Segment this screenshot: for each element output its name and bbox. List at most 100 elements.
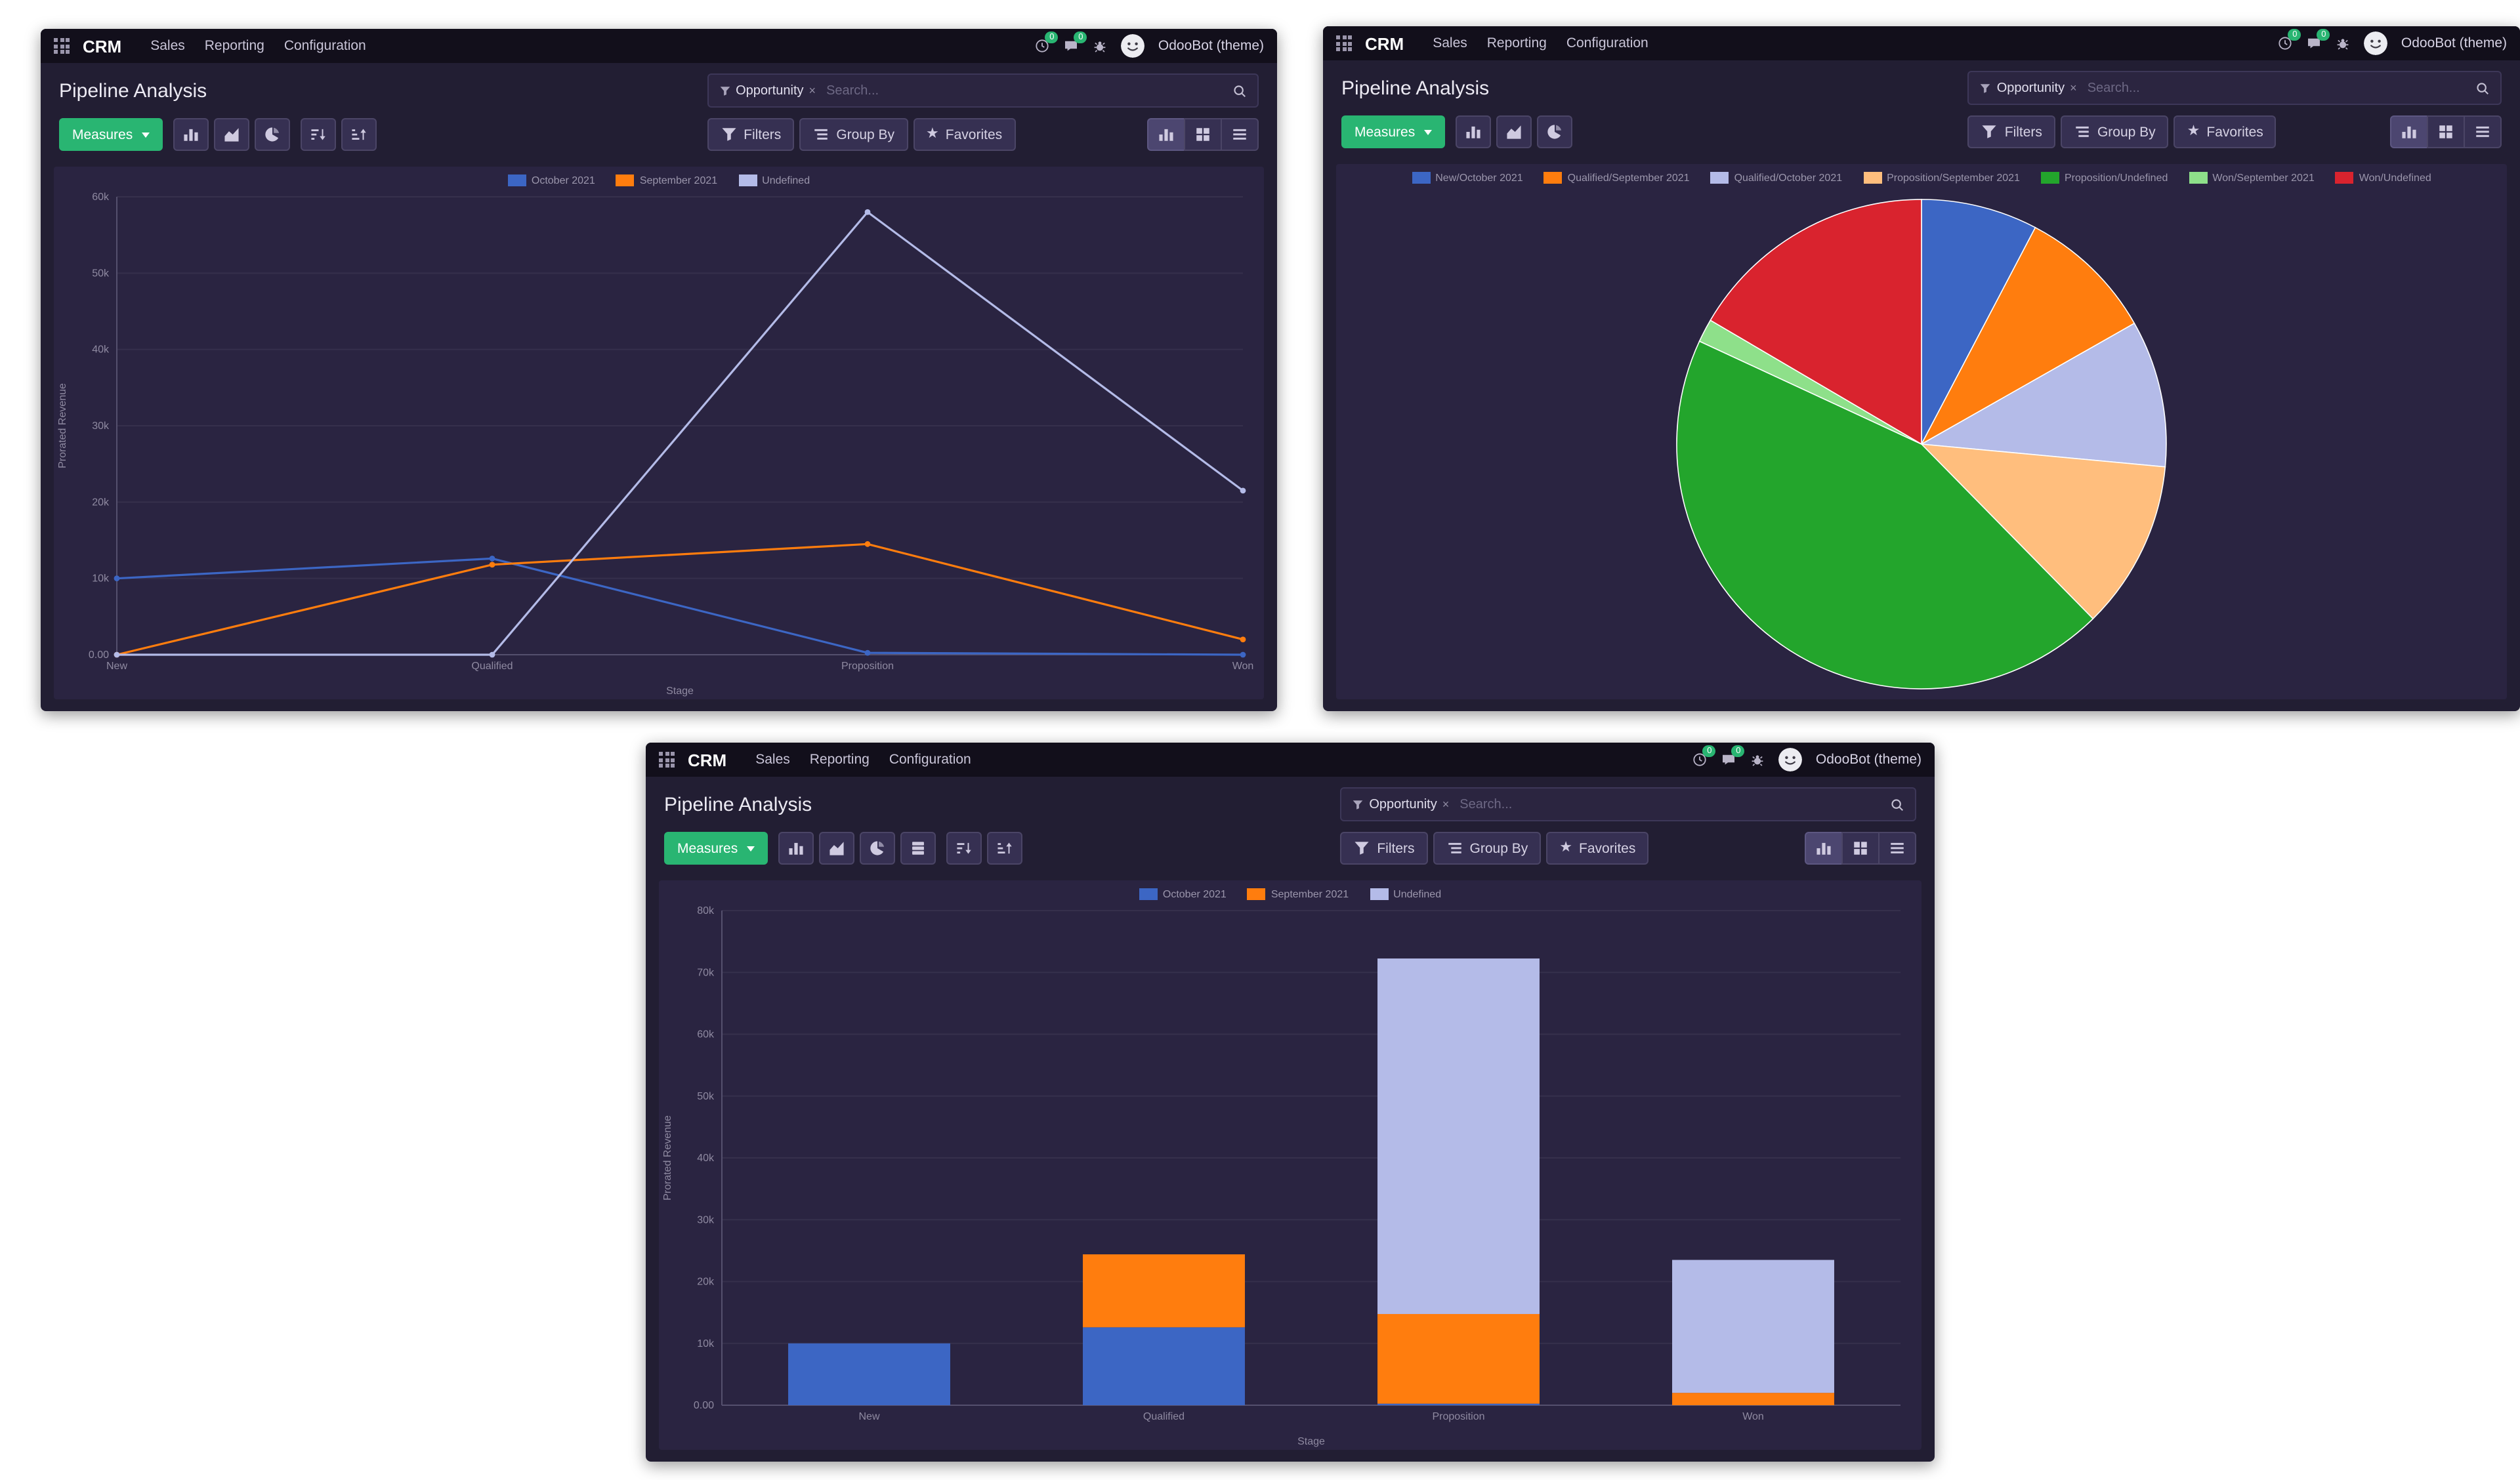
legend-item[interactable]: September 2021 (1247, 888, 1349, 900)
menu-sales[interactable]: Sales (150, 38, 185, 54)
menu-configuration[interactable]: Configuration (1566, 35, 1648, 51)
search-icon[interactable] (2475, 81, 2490, 95)
user-avatar[interactable] (1121, 34, 1145, 58)
user-name[interactable]: OdooBot (theme) (1158, 38, 1264, 54)
app-title[interactable]: CRM (83, 36, 122, 56)
search-icon[interactable] (1232, 83, 1247, 98)
sort-desc-button[interactable] (946, 832, 982, 865)
apps-menu-icon[interactable] (659, 752, 675, 768)
legend-item[interactable]: Undefined (738, 175, 810, 186)
pivot-view-button[interactable] (2427, 115, 2465, 148)
search-bar[interactable]: Opportunity × (1340, 787, 1916, 821)
legend-item[interactable]: Won/Undefined (2335, 172, 2431, 184)
measures-button[interactable]: Measures (1341, 115, 1446, 148)
search-icon[interactable] (1890, 797, 1904, 812)
debug-bug-icon[interactable] (1750, 752, 1766, 768)
pivot-view-button[interactable] (1841, 832, 1880, 865)
pie-chart-button[interactable] (860, 832, 896, 865)
search-bar[interactable]: Opportunity × (1967, 71, 2502, 105)
menu-configuration[interactable]: Configuration (889, 752, 971, 768)
chart-canvas[interactable]: 0.00 10k 20k 30k 40k 50k 60k Stage Prorated Reve… (54, 186, 1264, 699)
filters-button[interactable]: Filters (707, 118, 795, 151)
bar-chart-button[interactable] (1456, 115, 1492, 148)
pie-chart-button[interactable] (1537, 115, 1573, 148)
legend-item[interactable]: Proposition/Undefined (2040, 172, 2168, 184)
user-name[interactable]: OdooBot (theme) (1815, 752, 1922, 768)
menu-reporting[interactable]: Reporting (809, 752, 870, 768)
app-title[interactable]: CRM (688, 750, 727, 770)
user-name[interactable]: OdooBot (theme) (2401, 35, 2507, 51)
line-chart-button[interactable] (819, 832, 855, 865)
messages-button[interactable]: 0 (1064, 31, 1087, 54)
bar-chart-button[interactable] (173, 118, 209, 151)
activities-button[interactable]: 0 (1035, 31, 1059, 54)
search-bar[interactable]: Opportunity × (707, 73, 1259, 108)
sort-asc-button[interactable] (987, 832, 1023, 865)
legend-item[interactable]: Proposition/September 2021 (1863, 172, 2020, 184)
list-view-button[interactable] (2464, 115, 2502, 148)
pie-chart-button[interactable] (255, 118, 291, 151)
apps-menu-icon[interactable] (54, 38, 70, 54)
favorites-button[interactable]: ★ Favorites (2174, 115, 2277, 148)
legend-item[interactable]: Qualified/September 2021 (1544, 172, 1690, 184)
activities-button[interactable]: 0 (1692, 745, 1716, 768)
legend-item[interactable]: October 2021 (1139, 888, 1227, 900)
facet-remove-icon[interactable]: × (808, 84, 816, 97)
chart-canvas[interactable] (1336, 184, 2507, 699)
svg-text:Prorated Revenue: Prorated Revenue (662, 1115, 673, 1201)
facet-remove-icon[interactable]: × (1442, 798, 1450, 811)
group-by-button[interactable]: Group By (799, 118, 908, 151)
list-view-button[interactable] (1878, 832, 1916, 865)
user-avatar[interactable] (2364, 31, 2388, 55)
menu-sales[interactable]: Sales (755, 752, 790, 768)
debug-bug-icon[interactable] (1093, 38, 1108, 54)
legend-item[interactable]: Won/September 2021 (2189, 172, 2315, 184)
menu-reporting[interactable]: Reporting (1486, 35, 1547, 51)
pivot-view-button[interactable] (1184, 118, 1222, 151)
legend-item[interactable]: Qualified/October 2021 (1710, 172, 1842, 184)
menu-configuration[interactable]: Configuration (284, 38, 366, 54)
line-chart-button[interactable] (1496, 115, 1532, 148)
search-input[interactable] (824, 82, 1225, 99)
filters-button[interactable]: Filters (1967, 115, 2055, 148)
line-chart[interactable]: 0.00 10k 20k 30k 40k 50k 60k Stage Prorated Reve… (54, 186, 1264, 699)
group-by-button[interactable]: Group By (1433, 832, 1542, 865)
menu-reporting[interactable]: Reporting (204, 38, 264, 54)
menu-sales[interactable]: Sales (1433, 35, 1467, 51)
chart-canvas[interactable]: 0.00 10k 20k 30k 40k 50k 60k 70k 80k Stage Prorate… (659, 900, 1922, 1450)
activities-button[interactable]: 0 (2278, 29, 2301, 51)
bar-chart-button[interactable] (778, 832, 814, 865)
group-by-button[interactable]: Group By (2060, 115, 2169, 148)
sort-desc-button[interactable] (301, 118, 337, 151)
app-title[interactable]: CRM (1365, 33, 1404, 53)
line-chart-button[interactable] (214, 118, 250, 151)
messages-button[interactable]: 0 (2307, 29, 2330, 51)
measures-button[interactable]: Measures (664, 832, 768, 865)
debug-bug-icon[interactable] (2336, 35, 2351, 51)
graph-view-button[interactable] (1147, 118, 1185, 151)
search-input[interactable] (1457, 796, 1882, 813)
sort-asc-button[interactable] (341, 118, 377, 151)
facet-remove-icon[interactable]: × (2070, 81, 2077, 94)
stacked-toggle-button[interactable] (900, 832, 936, 865)
bar-chart[interactable]: 0.00 10k 20k 30k 40k 50k 60k 70k 80k Stage Prorate… (659, 900, 1922, 1450)
graph-view-button[interactable] (2390, 115, 2428, 148)
graph-view-button[interactable] (1805, 832, 1843, 865)
legend-item[interactable]: October 2021 (507, 175, 595, 186)
favorites-button[interactable]: ★ Favorites (913, 118, 1016, 151)
list-view-button[interactable] (1221, 118, 1259, 151)
pie-chart[interactable] (1336, 184, 2507, 699)
user-avatar[interactable] (1778, 748, 1803, 771)
legend-item[interactable]: New/October 2021 (1412, 172, 1523, 184)
apps-menu-icon[interactable] (1336, 35, 1352, 51)
control-panel: Pipeline Analysis Opportunity × (646, 777, 1935, 873)
measures-button[interactable]: Measures (59, 118, 163, 151)
messages-button[interactable]: 0 (1721, 745, 1745, 768)
search-input[interactable] (2084, 79, 2468, 96)
favorites-button[interactable]: ★ Favorites (1546, 832, 1649, 865)
legend-item[interactable]: Undefined (1370, 888, 1441, 900)
filters-button[interactable]: Filters (1340, 832, 1428, 865)
svg-text:20k: 20k (697, 1277, 715, 1288)
legend-item[interactable]: September 2021 (616, 175, 717, 186)
graph-toolbar: Measures Filters (1341, 115, 2502, 148)
